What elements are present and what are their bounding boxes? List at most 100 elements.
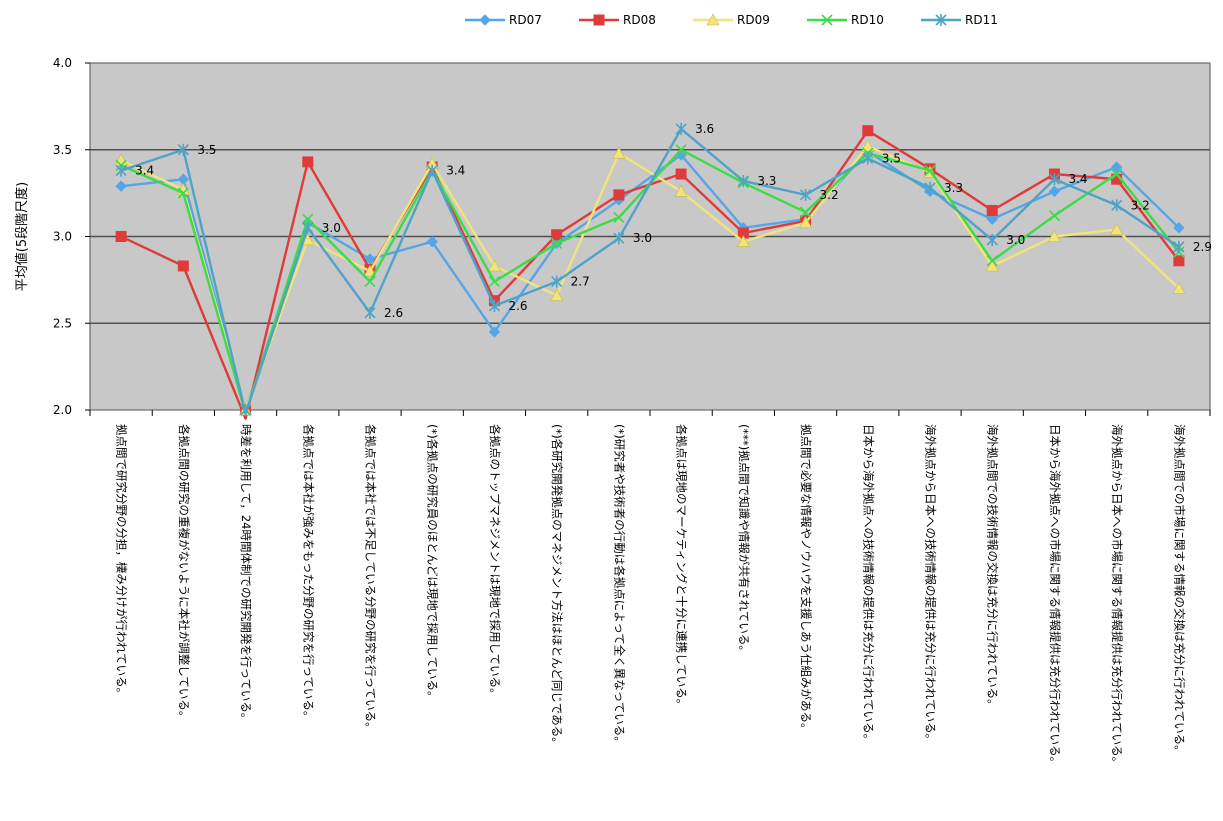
y-axis-label: 平均値(5段階尺度) [14, 182, 30, 291]
data-point [862, 152, 874, 165]
data-point [302, 156, 314, 168]
data-point [1047, 229, 1061, 242]
data-label: 3.5 [197, 143, 216, 157]
data-point [861, 139, 875, 152]
data-point [799, 206, 812, 218]
data-label: 3.3 [944, 181, 963, 195]
data-label: 3.3 [757, 174, 776, 188]
data-label: 3.2 [1131, 198, 1150, 212]
x-tick-label: 海外拠点から日本への市場に関する情報提供は充分行われている。 [1110, 424, 1124, 768]
legend-item-rd10: RD10 [807, 13, 884, 27]
data-point [302, 213, 314, 225]
data-point [115, 164, 127, 177]
data-labels: 3.4 3.5 3.0 2.6 3.4 2.6 2.7 3.0 3.6 3.3 3.2 3.5 3.3 3… [135, 122, 1212, 320]
data-point [177, 143, 189, 156]
data-point [551, 275, 563, 288]
data-label: 3.0 [322, 221, 341, 235]
data-label: 3.4 [1068, 172, 1087, 186]
data-point [426, 164, 438, 177]
data-point [1110, 222, 1124, 235]
x-tick-label: 海外拠点間での技術情報の交換は充分に行われている。 [986, 424, 1000, 711]
data-point [935, 14, 947, 26]
x-tick-label: 各拠点間の研究の重複がないように本社が調整している。 [177, 424, 191, 722]
data-label: 2.9 [1193, 240, 1212, 254]
data-point [1048, 185, 1061, 198]
x-tick-label: 各拠点は現地のマーケティングと十分に連携している。 [675, 424, 689, 710]
data-point [613, 189, 625, 201]
data-point [479, 14, 491, 26]
data-point [487, 259, 501, 272]
data-point [675, 122, 687, 135]
data-point [488, 276, 501, 288]
chart-legend: RD07 RD08 RD09 RD10 RD11 [465, 13, 998, 27]
series-layer [114, 122, 1186, 420]
x-tick-label: 時差を利用して，24時間体制での研究開発を行っている。 [239, 424, 253, 724]
data-point [302, 221, 314, 234]
data-point [488, 326, 501, 338]
x-tick-label: 各拠点では本社では不足している分野の研究を行っている。 [364, 424, 378, 734]
data-point [593, 14, 605, 26]
data-point [1048, 210, 1061, 222]
data-point [1111, 199, 1123, 212]
series-line [120, 127, 1180, 415]
x-tick-label: (*)各拠点の研究員のほとんどは現地で採用している。 [426, 424, 440, 703]
legend-item-rd11: RD11 [921, 13, 998, 27]
x-tick-label: 海外拠点から日本への技術情報の提供は充分に行われている。 [924, 424, 938, 745]
legend-label: RD07 [509, 13, 542, 27]
data-label: 3.2 [820, 188, 839, 202]
x-tick-label: (*)研究者や技術者の行動は各拠点によって全く異なっている。 [612, 424, 626, 748]
data-point [613, 211, 625, 223]
data-label: 3.0 [1006, 233, 1025, 247]
x-tick-label: 日本から海外拠点への技術情報の提供は充分に行われている。 [861, 424, 875, 745]
y-tick-label: 2.0 [53, 403, 72, 417]
legend-label: RD09 [737, 13, 770, 27]
data-point [1111, 168, 1123, 180]
axes: 2.0 2.5 3.0 3.5 4.0 拠点間で研究分野の分担，棲み分けが行われている。 各… [53, 56, 1211, 768]
data-point [1173, 255, 1185, 267]
y-tick-label: 2.5 [53, 316, 72, 330]
data-point [736, 235, 750, 248]
data-point [706, 13, 720, 26]
x-tick-label: (***)拠点間で知識や情報が共有されている。 [737, 424, 751, 657]
legend-item-rd08: RD08 [579, 13, 656, 27]
data-point [613, 232, 625, 245]
legend-label: RD11 [965, 13, 998, 27]
data-point [986, 255, 998, 267]
data-label: 3.5 [882, 151, 901, 165]
data-point [612, 146, 626, 159]
x-tick-label: 海外拠点間での市場に関する情報の交換は充分に行われている。 [1172, 424, 1186, 757]
x-tick-label: 拠点間で必要な情報やノウハウを支援しあう仕組みがある。 [799, 424, 813, 735]
legend-label: RD10 [851, 13, 884, 27]
data-label: 3.4 [446, 164, 465, 178]
data-label: 3.0 [633, 231, 652, 245]
data-label: 2.7 [571, 275, 590, 289]
data-point [924, 181, 936, 194]
data-point [488, 299, 501, 312]
data-point [862, 125, 874, 137]
y-tick-label: 3.5 [53, 143, 72, 157]
data-point [363, 264, 377, 277]
data-point [177, 260, 189, 272]
data-point [737, 174, 749, 187]
data-point [986, 204, 998, 216]
x-tick-label: (*)各研究開発拠点のマネジメント方法はほとんど同じである。 [550, 424, 564, 749]
legend-item-rd07: RD07 [465, 13, 542, 27]
data-point [986, 233, 998, 246]
data-point [1110, 161, 1123, 173]
data-point [115, 231, 127, 242]
legend-item-rd09: RD09 [693, 13, 770, 27]
data-point [675, 168, 687, 180]
x-tick-label: 日本から海外拠点への市場に関する情報提供は充分行われている。 [1048, 424, 1062, 768]
x-tick-label: 各拠点では本社が強みをもった分野の研究を行っている。 [301, 424, 315, 722]
data-label: 3.4 [135, 164, 154, 178]
series-rd11 [115, 122, 1185, 416]
data-point [1172, 281, 1186, 294]
data-point [364, 276, 376, 288]
data-label: 2.6 [508, 299, 527, 313]
data-point [177, 187, 189, 199]
data-point [799, 188, 812, 201]
data-point [551, 237, 563, 250]
data-point [799, 215, 813, 228]
data-point [239, 404, 252, 416]
